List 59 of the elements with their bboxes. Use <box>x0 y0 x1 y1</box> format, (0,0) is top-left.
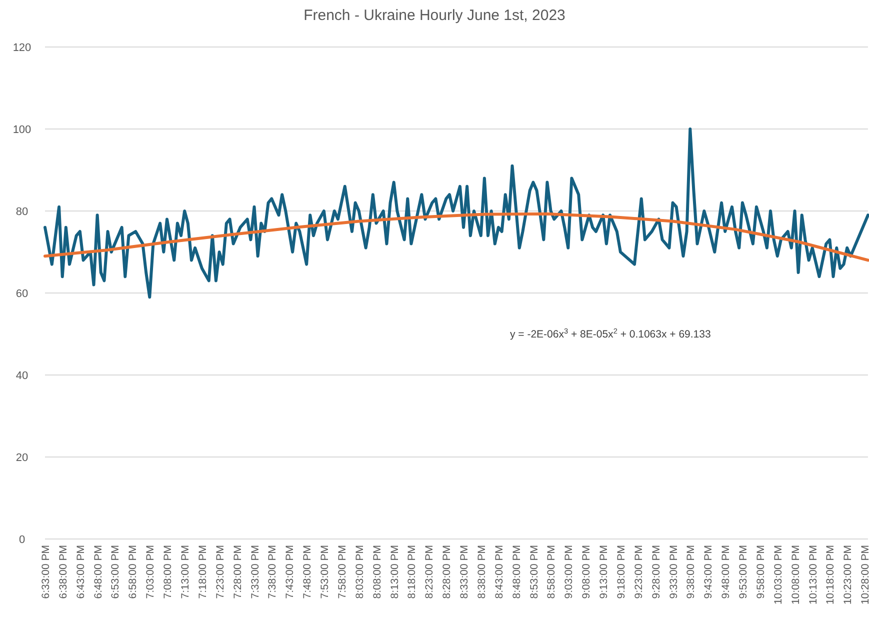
x-tick-label: 7:03:00 PM <box>144 545 157 599</box>
y-tick-label: 40 <box>16 370 28 382</box>
x-tick-label: 9:53:00 PM <box>738 545 750 599</box>
x-tick-label: 10:08:00 PM <box>790 545 802 605</box>
x-tick-label: 7:28:00 PM <box>232 545 244 599</box>
x-tick-label: 7:53:00 PM <box>319 545 331 599</box>
x-tick-label: 9:58:00 PM <box>754 545 767 599</box>
x-tick-label: 9:48:00 PM <box>720 545 732 599</box>
x-tick-label: 9:28:00 PM <box>650 545 662 599</box>
x-tick-label: 10:23:00 PM <box>842 545 854 605</box>
x-tick-label: 6:48:00 PM <box>92 545 104 599</box>
x-tick-label: 10:03:00 PM <box>772 545 784 605</box>
x-tick-label: 8:28:00 PM <box>441 545 454 599</box>
x-tick-label: 7:13:00 PM <box>180 545 192 599</box>
x-tick-label: 8:03:00 PM <box>354 545 366 599</box>
x-tick-label: 9:13:00 PM <box>598 545 610 599</box>
x-tick-label: 7:43:00 PM <box>284 545 296 599</box>
x-tick-label: 9:03:00 PM <box>563 545 576 599</box>
line-series <box>44 212 869 262</box>
x-tick-label: 9:08:00 PM <box>580 545 593 599</box>
y-tick-label: 20 <box>16 452 28 464</box>
y-tick-label: 120 <box>12 42 32 54</box>
x-tick-label: 8:48:00 PM <box>510 545 523 599</box>
x-tick-label: 9:18:00 PM <box>615 545 628 599</box>
x-tick-label: 8:18:00 PM <box>406 545 418 599</box>
x-tick-label: 8:53:00 PM <box>528 545 540 599</box>
x-tick-label: 6:33:00 PM <box>40 545 52 599</box>
x-tick-label: 8:58:00 PM <box>546 545 558 599</box>
x-tick-label: 8:13:00 PM <box>388 545 401 599</box>
x-tick-label: 6:58:00 PM <box>127 545 140 599</box>
chart-title: French - Ukraine Hourly June 1st, 2023 <box>304 7 566 24</box>
x-tick-label: 7:38:00 PM <box>266 545 279 599</box>
y-tick-label: 100 <box>12 124 32 136</box>
y-tick-label: 0 <box>18 534 26 546</box>
x-tick-label: 6:38:00 PM <box>57 545 70 599</box>
x-tick-label: 10:13:00 PM <box>807 545 820 605</box>
x-tick-label: 7:58:00 PM <box>336 545 348 599</box>
x-tick-label: 7:23:00 PM <box>214 545 226 599</box>
x-tick-label: 10:18:00 PM <box>824 545 837 605</box>
x-tick-label: 7:48:00 PM <box>302 545 314 599</box>
x-tick-label: 9:43:00 PM <box>702 545 715 599</box>
annotation: y = -2E-06x$^{3}$ + 8E-05x$^{2}$ + 0.1063x + 69.133 <box>510 326 711 340</box>
y-tick-label: 60 <box>16 288 28 300</box>
x-tick-label: 9:38:00 PM <box>685 545 698 599</box>
x-tick-label: 6:43:00 PM <box>74 545 87 599</box>
y-tick-label: 80 <box>16 206 28 218</box>
x-tick-label: 8:08:00 PM <box>371 545 384 599</box>
x-tick-label: 9:23:00 PM <box>632 545 645 599</box>
x-tick-label: 9:33:00 PM <box>668 545 680 599</box>
x-tick-label: 7:08:00 PM <box>162 545 174 599</box>
x-tick-label: 6:53:00 PM <box>110 545 122 599</box>
x-tick-label: 7:33:00 PM <box>249 545 262 599</box>
x-tick-label: 8:23:00 PM <box>424 545 436 599</box>
line-series <box>44 128 869 299</box>
x-tick-label: 7:18:00 PM <box>196 545 209 599</box>
x-tick-label: 8:43:00 PM <box>493 545 506 599</box>
x-tick-label: 8:38:00 PM <box>476 545 488 599</box>
x-tick-label: 10:28:00 PM <box>860 545 869 605</box>
x-tick-label: 8:33:00 PM <box>458 545 471 599</box>
